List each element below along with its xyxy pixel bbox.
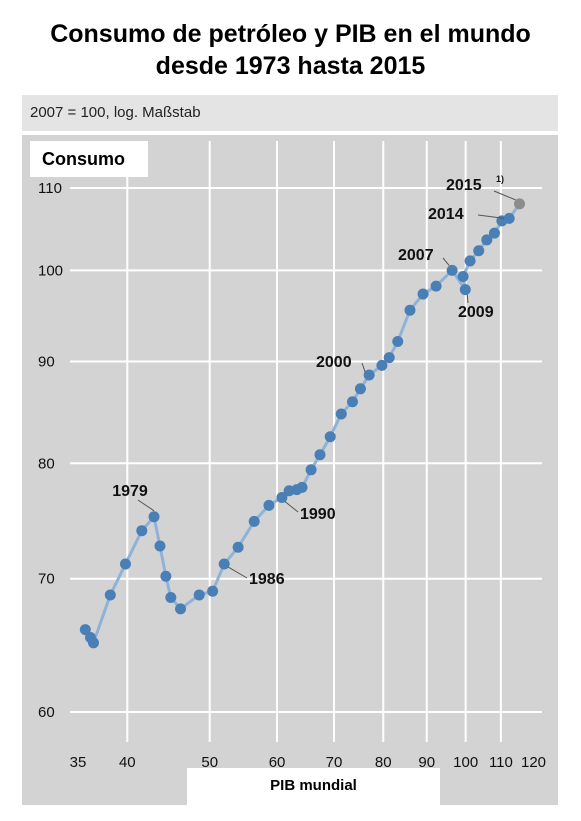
annotation-2000-leader (361, 362, 366, 373)
data-point (160, 570, 172, 582)
plot-area (22, 135, 558, 805)
y-tick-label: 110 (38, 180, 62, 197)
annotation-2015-footnote: 1) (496, 174, 504, 184)
data-point (464, 255, 476, 267)
y-tick-label: 60 (38, 704, 55, 721)
annotation-2014: 2014 (428, 206, 464, 223)
x-tick-label: 50 (201, 754, 218, 771)
x-tick-label: 100 (453, 754, 478, 771)
annotation-2015-leader (493, 190, 516, 201)
data-point (457, 270, 469, 282)
annotation-1986: 1986 (249, 571, 285, 588)
data-point (296, 481, 308, 493)
x-tick-label: 60 (269, 754, 286, 771)
scale-note-bar: 2007 = 100, log. Maßstab (22, 95, 558, 131)
x-tick-label: 40 (119, 754, 136, 771)
data-point (207, 585, 219, 597)
annotation-2009-leader (466, 294, 469, 304)
annotation-2000: 2000 (316, 354, 352, 371)
annotation-1979-leader (137, 499, 155, 512)
data-point (417, 288, 429, 300)
data-point (104, 589, 116, 601)
data-point (473, 245, 485, 257)
data-point (119, 558, 131, 570)
annotation-2009: 2009 (458, 304, 494, 321)
chart-title: Consumo de petróleo y PIB en el mundo de… (0, 18, 581, 82)
x-tick-label: 70 (326, 754, 343, 771)
data-point (503, 212, 515, 224)
data-point (324, 431, 336, 443)
x-axis-label-box: PIB mundial (187, 768, 440, 805)
data-point (232, 541, 244, 553)
data-point (430, 280, 442, 292)
data-point (175, 603, 187, 615)
annotation-1990: 1990 (300, 506, 336, 523)
y-tick-label: 70 (38, 571, 55, 588)
y-axis-label-box: Consumo (30, 141, 148, 177)
data-point (263, 499, 275, 511)
annotation-2015: 2015 (446, 177, 482, 194)
annotation-1979: 1979 (112, 483, 148, 500)
annotation-1990-leader (284, 501, 299, 513)
data-point (154, 540, 166, 552)
data-point (376, 359, 388, 371)
data-point (392, 336, 404, 348)
data-point (305, 464, 317, 476)
x-axis-label: PIB mundial (270, 777, 357, 794)
x-tick-label: 110 (489, 754, 513, 771)
chart-title-line1: Consumo de petróleo y PIB en el mundo (50, 20, 531, 48)
data-point (404, 304, 416, 316)
data-point (248, 515, 260, 527)
data-point (481, 234, 493, 246)
scale-note: 2007 = 100, log. Maßstab (30, 104, 201, 121)
data-point (354, 383, 366, 395)
y-tick-label: 90 (38, 353, 55, 370)
y-tick-label: 100 (38, 262, 63, 279)
data-point (87, 637, 99, 649)
data-point (335, 408, 347, 420)
data-point (148, 511, 160, 523)
annotation-2007: 2007 (398, 247, 434, 264)
data-point (276, 491, 288, 503)
data-point (383, 352, 395, 364)
annotation-2014-leader (477, 214, 505, 219)
x-tick-label: 90 (418, 754, 435, 771)
data-point (193, 589, 205, 601)
x-tick-label: 80 (375, 754, 392, 771)
data-point (488, 227, 500, 239)
chart-title-line2: desde 1973 hasta 2015 (155, 52, 426, 80)
data-point (79, 624, 91, 636)
data-point (136, 525, 148, 537)
y-axis-label: Consumo (42, 149, 125, 169)
data-point (218, 558, 230, 570)
data-point (446, 264, 458, 276)
data-point-2015 (514, 198, 526, 210)
data-point (363, 369, 375, 381)
data-point (165, 591, 177, 603)
annotation-2007-leader (442, 257, 450, 266)
x-tick-label: 120 (521, 754, 546, 771)
annotation-1986-leader (227, 566, 248, 579)
data-point (314, 449, 326, 461)
data-point (459, 284, 471, 296)
x-tick-label: 35 (70, 754, 87, 771)
data-point (346, 396, 358, 408)
y-tick-label: 80 (38, 455, 55, 472)
